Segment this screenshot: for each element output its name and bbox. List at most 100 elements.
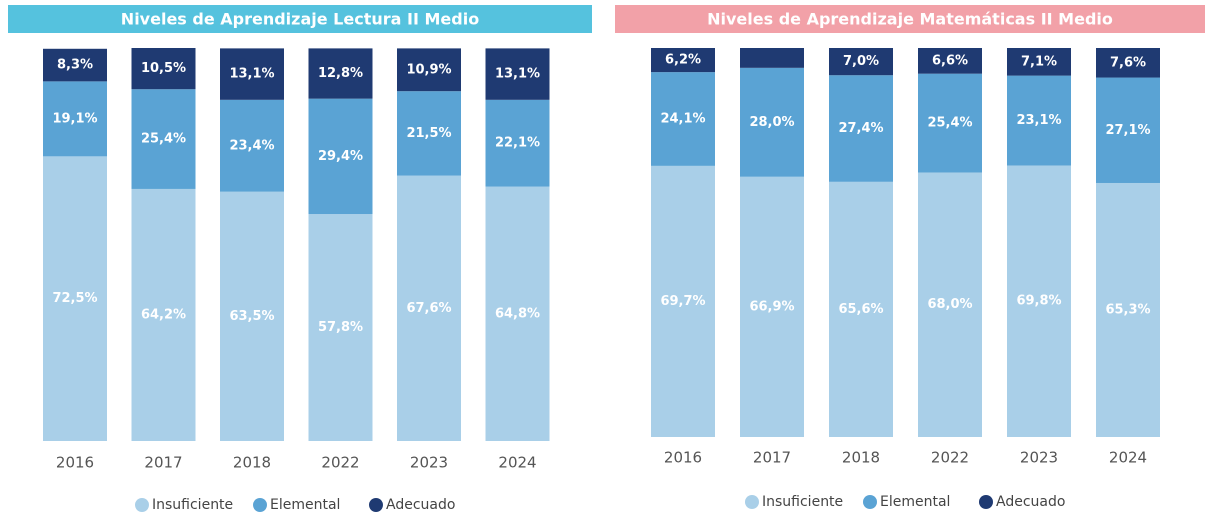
data-label: 23,1% — [1016, 113, 1061, 128]
bar-segment — [397, 91, 461, 176]
bar-segment — [651, 165, 715, 437]
data-label: 7,0% — [843, 54, 879, 69]
legend-label: Adecuado — [386, 497, 455, 513]
data-label: 28,0% — [749, 115, 794, 130]
legend-swatch — [979, 495, 993, 509]
bar-segment — [740, 67, 804, 177]
data-label: 10,9% — [406, 62, 451, 77]
legend-label: Elemental — [270, 497, 340, 513]
data-label: 66,9% — [749, 299, 794, 314]
bar-segment — [397, 175, 461, 441]
bar-segment — [220, 48, 284, 100]
x-tick-label: 2024 — [498, 454, 536, 472]
legend-label: Elemental — [880, 494, 950, 510]
bar-segment — [43, 156, 107, 442]
bar-segment — [829, 181, 893, 437]
bar-segment — [829, 48, 893, 76]
data-label: 29,4% — [318, 149, 363, 164]
bar-segment — [220, 99, 284, 192]
bar-segment — [485, 99, 550, 187]
legend-swatch — [745, 495, 759, 509]
bar-segment — [43, 48, 107, 82]
data-label: 12,8% — [318, 66, 363, 81]
legend-swatch — [135, 498, 149, 512]
data-label: 65,6% — [838, 302, 883, 317]
legend-label: Insuficiente — [762, 494, 843, 510]
bar-segment — [829, 75, 893, 182]
chart-title: Niveles de Aprendizaje Lectura II Medio — [121, 10, 479, 29]
chart-title: Niveles de Aprendizaje Matemáticas II Me… — [707, 10, 1113, 29]
title-banner — [615, 5, 1205, 33]
bar-segment — [220, 191, 284, 441]
legend-label: Insuficiente — [152, 497, 233, 513]
bar-segment — [43, 81, 107, 157]
data-label: 13,1% — [495, 67, 540, 82]
title-banner — [8, 5, 592, 33]
data-label: 19,1% — [52, 111, 97, 126]
data-label: 7,6% — [1110, 55, 1146, 70]
bar-segment — [131, 188, 196, 441]
legend-swatch — [253, 498, 267, 512]
data-label: 69,7% — [660, 294, 705, 309]
bar-segment — [131, 48, 196, 90]
bar-segment — [308, 98, 373, 215]
data-label: 21,5% — [406, 126, 451, 141]
bar-segment — [651, 72, 715, 166]
data-label: 24,1% — [660, 111, 705, 126]
data-label: 22,1% — [495, 136, 540, 151]
bar-segment — [918, 172, 982, 438]
data-label: 57,8% — [318, 320, 363, 335]
bar-segment — [485, 48, 550, 100]
data-label: 27,4% — [838, 121, 883, 136]
data-label: 64,2% — [141, 307, 186, 322]
data-label: 69,8% — [1016, 294, 1061, 309]
data-label: 6,2% — [665, 53, 701, 68]
x-tick-label: 2022 — [321, 454, 359, 472]
bar-segment — [1007, 165, 1071, 437]
data-label: 13,1% — [229, 67, 274, 82]
data-label: 25,4% — [141, 132, 186, 147]
data-label: 72,5% — [52, 291, 97, 306]
legend-swatch — [369, 498, 383, 512]
bar-segment — [1096, 48, 1160, 78]
legend-swatch — [863, 495, 877, 509]
bar-segment — [918, 73, 982, 173]
bar-segment — [308, 214, 373, 441]
x-tick-label: 2024 — [1109, 449, 1147, 467]
bar-segment — [308, 48, 373, 99]
x-tick-label: 2018 — [842, 449, 880, 467]
x-tick-label: 2023 — [1020, 449, 1058, 467]
bar-segment — [1007, 75, 1071, 166]
data-label: 10,5% — [141, 61, 186, 76]
x-tick-label: 2017 — [144, 454, 182, 472]
data-label: 63,5% — [229, 309, 274, 324]
data-label: 64,8% — [495, 306, 540, 321]
data-label: 8,3% — [57, 58, 93, 73]
x-tick-label: 2016 — [56, 454, 94, 472]
bar-segment — [918, 48, 982, 74]
data-label: 67,6% — [406, 301, 451, 316]
data-label: 68,0% — [927, 297, 972, 312]
x-tick-label: 2016 — [664, 449, 702, 467]
x-tick-label: 2023 — [410, 454, 448, 472]
bar-segment — [740, 176, 804, 437]
bar-segment — [1096, 77, 1160, 183]
bar-segment — [651, 48, 715, 73]
x-tick-label: 2017 — [753, 449, 791, 467]
bar-segment — [740, 48, 804, 68]
data-label: 7,1% — [1021, 54, 1057, 69]
bar-segment — [397, 48, 461, 92]
data-label: 25,4% — [927, 116, 972, 131]
bar-segment — [1007, 48, 1071, 76]
bar-segment — [1096, 182, 1160, 437]
data-label: 65,3% — [1105, 302, 1150, 317]
bar-segment — [485, 186, 550, 441]
x-tick-label: 2022 — [931, 449, 969, 467]
data-label: 27,1% — [1105, 123, 1150, 138]
x-tick-label: 2018 — [233, 454, 271, 472]
legend-label: Adecuado — [996, 494, 1065, 510]
bar-segment — [131, 89, 196, 189]
data-label: 23,4% — [229, 138, 274, 153]
data-label: 6,6% — [932, 53, 968, 68]
